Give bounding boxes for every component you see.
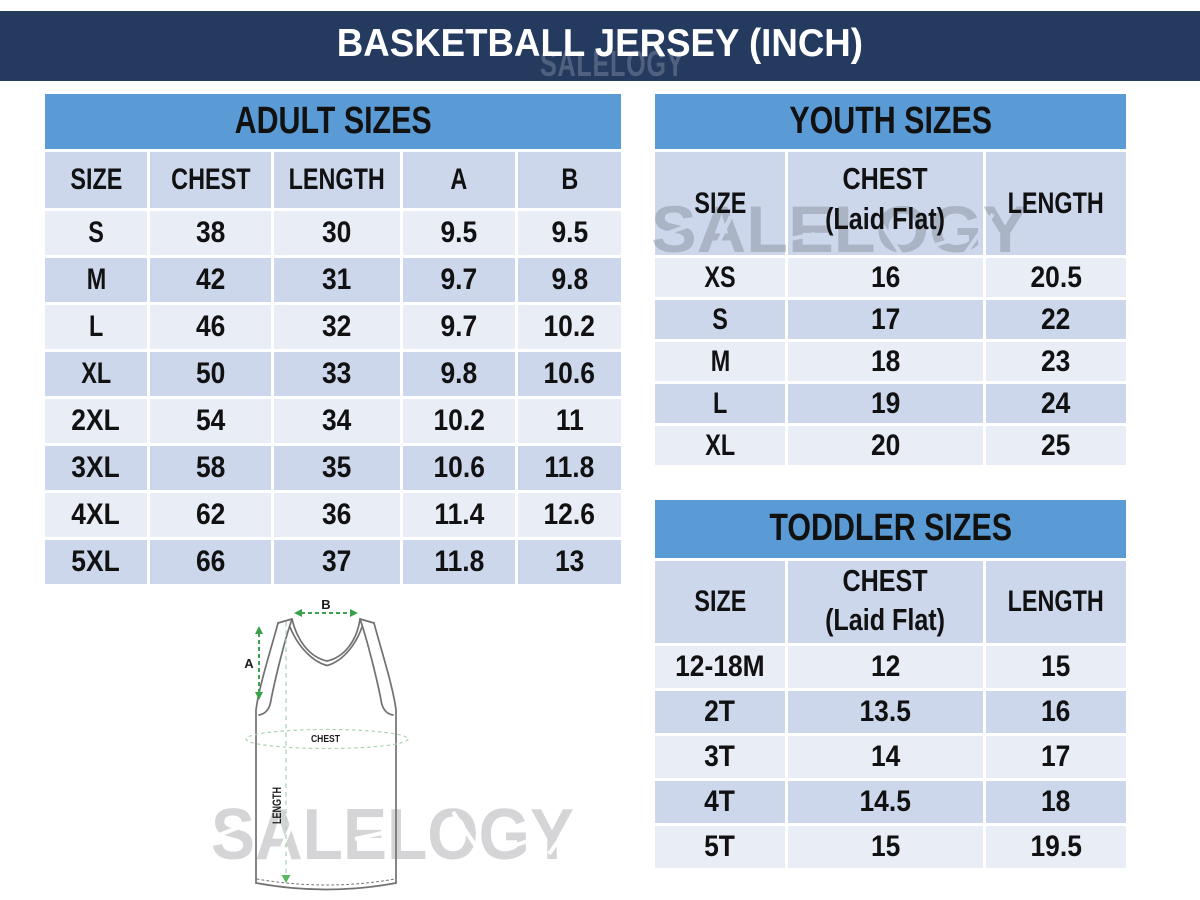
svg-text:SALELOGY: SALELOGY [651,198,1028,264]
svg-text:B: B [321,597,330,612]
svg-text:A: A [244,656,254,671]
svg-text:SALELOGY: SALELOGY [211,795,574,875]
svg-text:CHEST: CHEST [311,733,340,745]
svg-text:LENGTH: LENGTH [270,787,284,824]
